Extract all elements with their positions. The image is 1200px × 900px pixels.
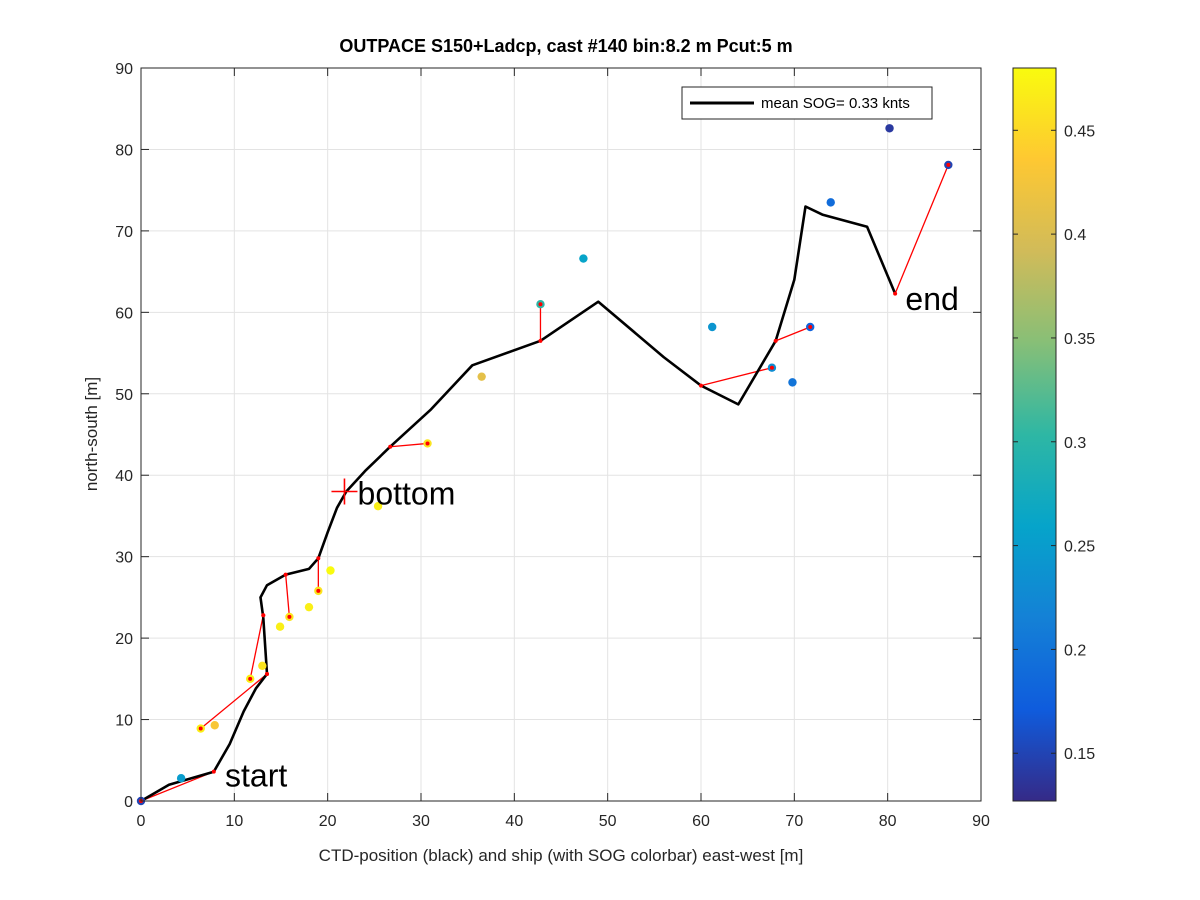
connector-end-marker xyxy=(316,588,321,593)
connector-end-marker xyxy=(248,676,253,681)
connector-end-marker xyxy=(198,726,203,731)
connector-line xyxy=(894,164,949,294)
connector-end-marker xyxy=(946,162,951,167)
x-tick-label: 50 xyxy=(599,813,617,830)
connector-line xyxy=(700,367,773,387)
ship-point xyxy=(885,124,894,133)
connector-end-marker xyxy=(261,613,266,618)
connector-end-marker xyxy=(388,444,393,449)
x-tick-label: 0 xyxy=(137,813,146,830)
y-tick-label: 20 xyxy=(115,631,133,648)
x-tick-label: 60 xyxy=(692,813,710,830)
connector-line xyxy=(775,326,811,342)
annotation-bottom: bottom xyxy=(358,476,456,512)
plot-area xyxy=(141,68,981,801)
x-tick-label: 40 xyxy=(505,813,523,830)
connector-end-marker xyxy=(211,769,216,774)
connector-line xyxy=(249,615,264,679)
colorbar: 0.15 0.2 0.25 0.3 0.35 0.4 0.45 xyxy=(1012,67,1095,802)
colorbar-frame xyxy=(1012,67,1057,802)
ship-point xyxy=(373,501,383,511)
connector-end-marker xyxy=(769,365,774,370)
connector-end-marker xyxy=(538,302,543,307)
x-axis-ticks: 0 10 20 30 40 50 60 70 80 90 xyxy=(137,68,990,830)
ship-point xyxy=(326,566,335,575)
legend: mean SOG= 0.33 knts xyxy=(681,86,933,120)
plot-frame xyxy=(140,67,982,802)
annotations: start bottom end xyxy=(225,281,959,793)
colorbar-tick-label: 0.3 xyxy=(1064,435,1086,452)
ship-point xyxy=(176,773,186,783)
connector-end-marker xyxy=(265,671,269,676)
connector-end-marker xyxy=(425,441,430,446)
colorbar-tick-label: 0.45 xyxy=(1064,123,1095,140)
colorbar-tick-label: 0.4 xyxy=(1064,227,1086,244)
y-tick-label: 40 xyxy=(115,468,133,485)
ship-point xyxy=(210,721,219,730)
y-axis-label: north-south [m] xyxy=(82,377,101,491)
y-tick-label: 30 xyxy=(115,550,133,567)
connector-end-marker xyxy=(287,614,292,619)
connector-end-marker xyxy=(283,572,288,577)
y-tick-label: 90 xyxy=(115,61,133,78)
y-tick-label: 80 xyxy=(115,142,133,159)
connector-end-marker xyxy=(699,383,703,388)
legend-label: mean SOG= 0.33 knts xyxy=(761,95,910,112)
grid xyxy=(141,68,981,801)
ship-point xyxy=(258,661,267,671)
bottom-marker xyxy=(331,478,358,505)
connector-line xyxy=(200,673,268,730)
connector-line xyxy=(285,574,291,617)
y-tick-label: 70 xyxy=(115,224,133,241)
connector-end-marker xyxy=(893,291,898,296)
ship-point xyxy=(826,198,835,207)
connector-end-marker xyxy=(538,338,543,343)
x-tick-label: 80 xyxy=(879,813,897,830)
ship-points xyxy=(136,124,953,806)
colorbar-gradient xyxy=(1013,68,1056,801)
chart-title: OUTPACE S150+Ladcp, cast #140 bin:8.2 m … xyxy=(339,36,792,56)
connector-end-marker xyxy=(316,556,321,561)
y-axis-ticks: 0 10 20 30 40 50 60 70 80 90 xyxy=(115,61,981,811)
y-tick-label: 10 xyxy=(115,713,133,730)
ship-point xyxy=(304,602,314,612)
colorbar-tick-label: 0.25 xyxy=(1064,539,1095,556)
x-tick-label: 10 xyxy=(225,813,243,830)
ship-point xyxy=(579,254,588,263)
y-tick-label: 0 xyxy=(124,794,133,811)
connector-line xyxy=(390,442,428,448)
x-tick-label: 90 xyxy=(972,813,990,830)
annotation-end: end xyxy=(905,281,958,317)
x-tick-label: 30 xyxy=(412,813,430,830)
ship-point xyxy=(275,622,285,631)
x-tick-label: 20 xyxy=(319,813,337,830)
ship-point xyxy=(788,378,797,387)
ship-point xyxy=(477,372,486,381)
colorbar-tick-label: 0.15 xyxy=(1064,746,1095,763)
colorbar-tick-label: 0.35 xyxy=(1064,331,1095,348)
annotation-start: start xyxy=(225,757,287,793)
ship-point xyxy=(708,322,717,332)
colorbar-ticks: 0.15 0.2 0.25 0.3 0.35 0.4 0.45 xyxy=(1013,123,1095,763)
y-tick-label: 50 xyxy=(115,387,133,404)
colorbar-tick-label: 0.2 xyxy=(1064,642,1086,659)
x-tick-label: 70 xyxy=(785,813,803,830)
connector-end-marker xyxy=(808,324,813,329)
connector-end-marker xyxy=(773,338,778,343)
x-axis-label: CTD-position (black) and ship (with SOG … xyxy=(319,846,804,865)
y-tick-label: 60 xyxy=(115,305,133,322)
